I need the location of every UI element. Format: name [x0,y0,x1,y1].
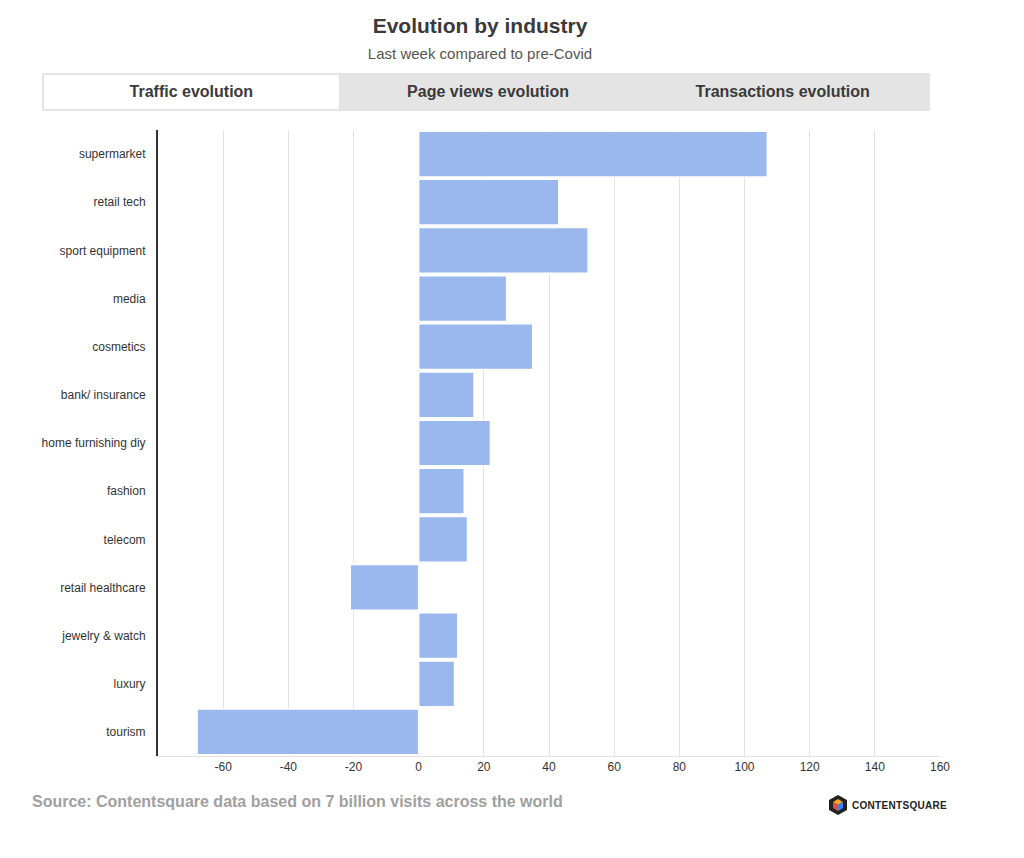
svg-text:120: 120 [800,760,820,774]
svg-text:fashion: fashion [107,484,146,498]
html-text:Last week compared to pre-Covi: Last week compared to pre-Covid [367,45,593,62]
svg-text:80: 80 [673,760,687,774]
svg-text:sport equipment: sport equipment [60,244,147,258]
svg-text:media: media [113,292,146,306]
html-text:Source: Contentsquare data bas: Source: Contentsquare data based on 7 bi… [32,793,563,810]
svg-text:-40: -40 [280,760,298,774]
svg-text:luxury: luxury [114,677,146,691]
svg-text:home furnishing diy: home furnishing diy [42,436,146,450]
svg-text:retail tech: retail tech [94,195,146,209]
svg-text:-60: -60 [214,760,232,774]
svg-text:telecom: telecom [104,533,146,547]
html-text:Page views evolution: Page views evolution [407,83,569,100]
svg-text:160: 160 [930,760,950,774]
svg-text:-20: -20 [345,760,363,774]
svg-text:jewelry & watch: jewelry & watch [61,629,145,643]
svg-text:40: 40 [542,760,556,774]
svg-text:140: 140 [865,760,885,774]
svg-text:20: 20 [477,760,491,774]
html-text:Evolution by industry: Evolution by industry [372,14,588,37]
svg-text:60: 60 [607,760,621,774]
svg-text:0: 0 [415,760,422,774]
svg-text:100: 100 [734,760,754,774]
svg-text:supermarket: supermarket [79,147,146,161]
svg-text:tourism: tourism [106,725,145,739]
html-text:Traffic evolution: Traffic evolution [129,83,254,100]
svg-text:bank/ insurance: bank/ insurance [61,388,146,402]
svg-text:cosmetics: cosmetics [92,340,145,354]
html-text:CONTENTSQUARE: CONTENTSQUARE [852,799,947,811]
svg-text:retail healthcare: retail healthcare [60,581,146,595]
html-text:Transactions evolution: Transactions evolution [695,83,870,100]
